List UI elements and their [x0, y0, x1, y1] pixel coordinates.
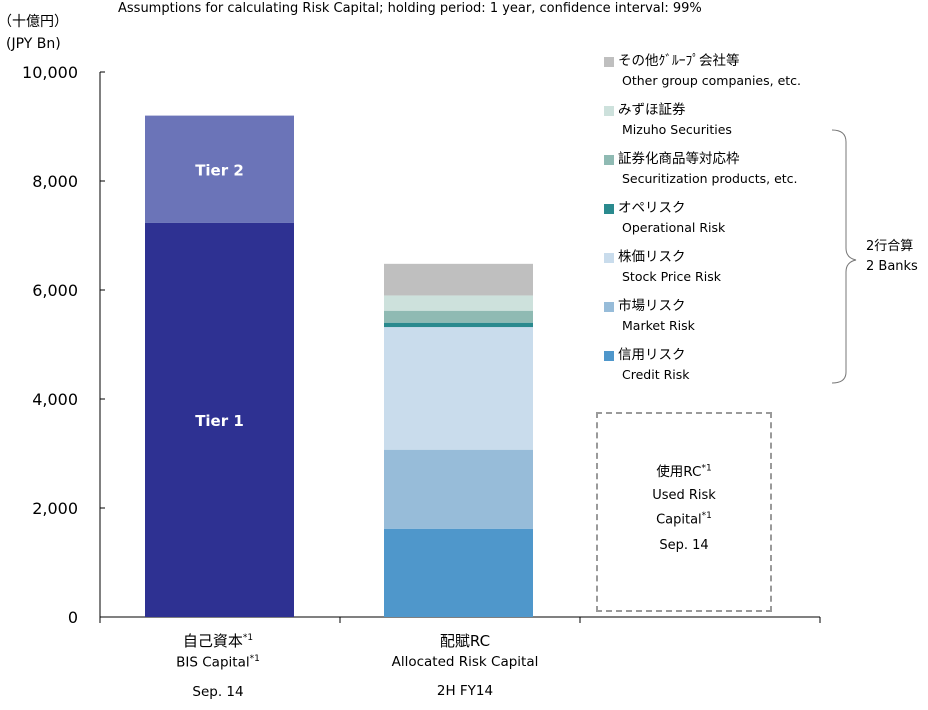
y-tick-label: 0 [68, 608, 78, 627]
unit-label-jp: （十億円） [0, 14, 68, 30]
category-en: BIS Capital*1 [176, 654, 260, 671]
legend-label-jp: 信用リスク [618, 347, 686, 363]
used-risk-capital-box: 使用RC*1 Used Risk Capital*1 Sep. 14 [596, 412, 772, 612]
legend-label-jp: オペリスク [618, 200, 686, 216]
legend-label-en: Operational Risk [622, 220, 726, 235]
category-label-allocated-rc: 配賦RC Allocated Risk Capital 2H FY14 [355, 630, 575, 699]
legend-swatch [604, 204, 614, 214]
legend-label-jp: 証券化商品等対応枠 [618, 151, 740, 167]
two-banks-note-en: 2 Banks [866, 259, 918, 274]
legend-swatch [604, 253, 614, 263]
unit-label-en: (JPY Bn) [6, 36, 61, 52]
category-date: Sep. 14 [192, 683, 244, 700]
legend-label-jp: みずほ証券 [618, 102, 686, 118]
used-rc-en: Used Risk Capital*1 [652, 488, 716, 528]
bar-segment-other-group-companies-etc [384, 263, 533, 296]
bar-segment-tier-1 [145, 222, 294, 617]
y-tick-label: 4,000 [32, 390, 78, 409]
category-en: Allocated Risk Capital [391, 654, 539, 670]
legend-swatch [604, 155, 614, 165]
used-rc-jp: 使用RC*1 [656, 463, 712, 481]
bar-segment-market-risk [384, 449, 533, 529]
legend-label-en: Securitization products, etc. [622, 171, 798, 186]
y-tick-label: 10,000 [22, 63, 78, 82]
bar-segment-credit-risk [384, 528, 533, 617]
category-date: 2H FY14 [436, 683, 494, 699]
bar-label-tier-1: Tier 1 [195, 412, 244, 430]
legend-bracket [831, 129, 857, 384]
category-jp: 自己資本*1 [182, 632, 254, 650]
legend-swatch [604, 106, 614, 116]
two-banks-note: 2行合算 2 Banks [866, 237, 918, 277]
legend-label-jp: その他ｸﾞﾙｰﾌﾟ会社等 [618, 53, 740, 69]
legend-label-en: Mizuho Securities [622, 122, 732, 137]
y-tick-label: 8,000 [32, 172, 78, 191]
assumptions-note: Assumptions for calculating Risk Capital… [118, 1, 702, 16]
legend-label-en: Credit Risk [622, 367, 690, 382]
legend-label-en: Stock Price Risk [622, 269, 721, 284]
bar-segment-stock-price-risk [384, 327, 533, 450]
used-rc-date: Sep. 14 [659, 538, 709, 554]
legend-label-en: Market Risk [622, 318, 695, 333]
bar-segment-tier-2 [145, 115, 294, 223]
category-jp: 配賦RC [439, 632, 491, 650]
legend-swatch [604, 302, 614, 312]
legend-swatch [604, 57, 614, 67]
bar-segment-securitization-products-etc [384, 310, 533, 323]
y-tick-label: 6,000 [32, 281, 78, 300]
legend-swatch [604, 351, 614, 361]
legend-label-en: Other group companies, etc. [622, 73, 802, 88]
legend-label-jp: 市場リスク [618, 298, 686, 314]
bar-segment-mizuho-securities [384, 295, 533, 311]
category-label-bis-capital: 自己資本*1 BIS Capital*1 Sep. 14 [118, 630, 318, 700]
bar-segment-operational-risk [384, 322, 533, 328]
two-banks-note-jp: 2行合算 [866, 239, 914, 254]
bar-label-tier-2: Tier 2 [195, 161, 244, 179]
y-tick-label: 2,000 [32, 499, 78, 518]
legend-label-jp: 株価リスク [618, 249, 686, 265]
